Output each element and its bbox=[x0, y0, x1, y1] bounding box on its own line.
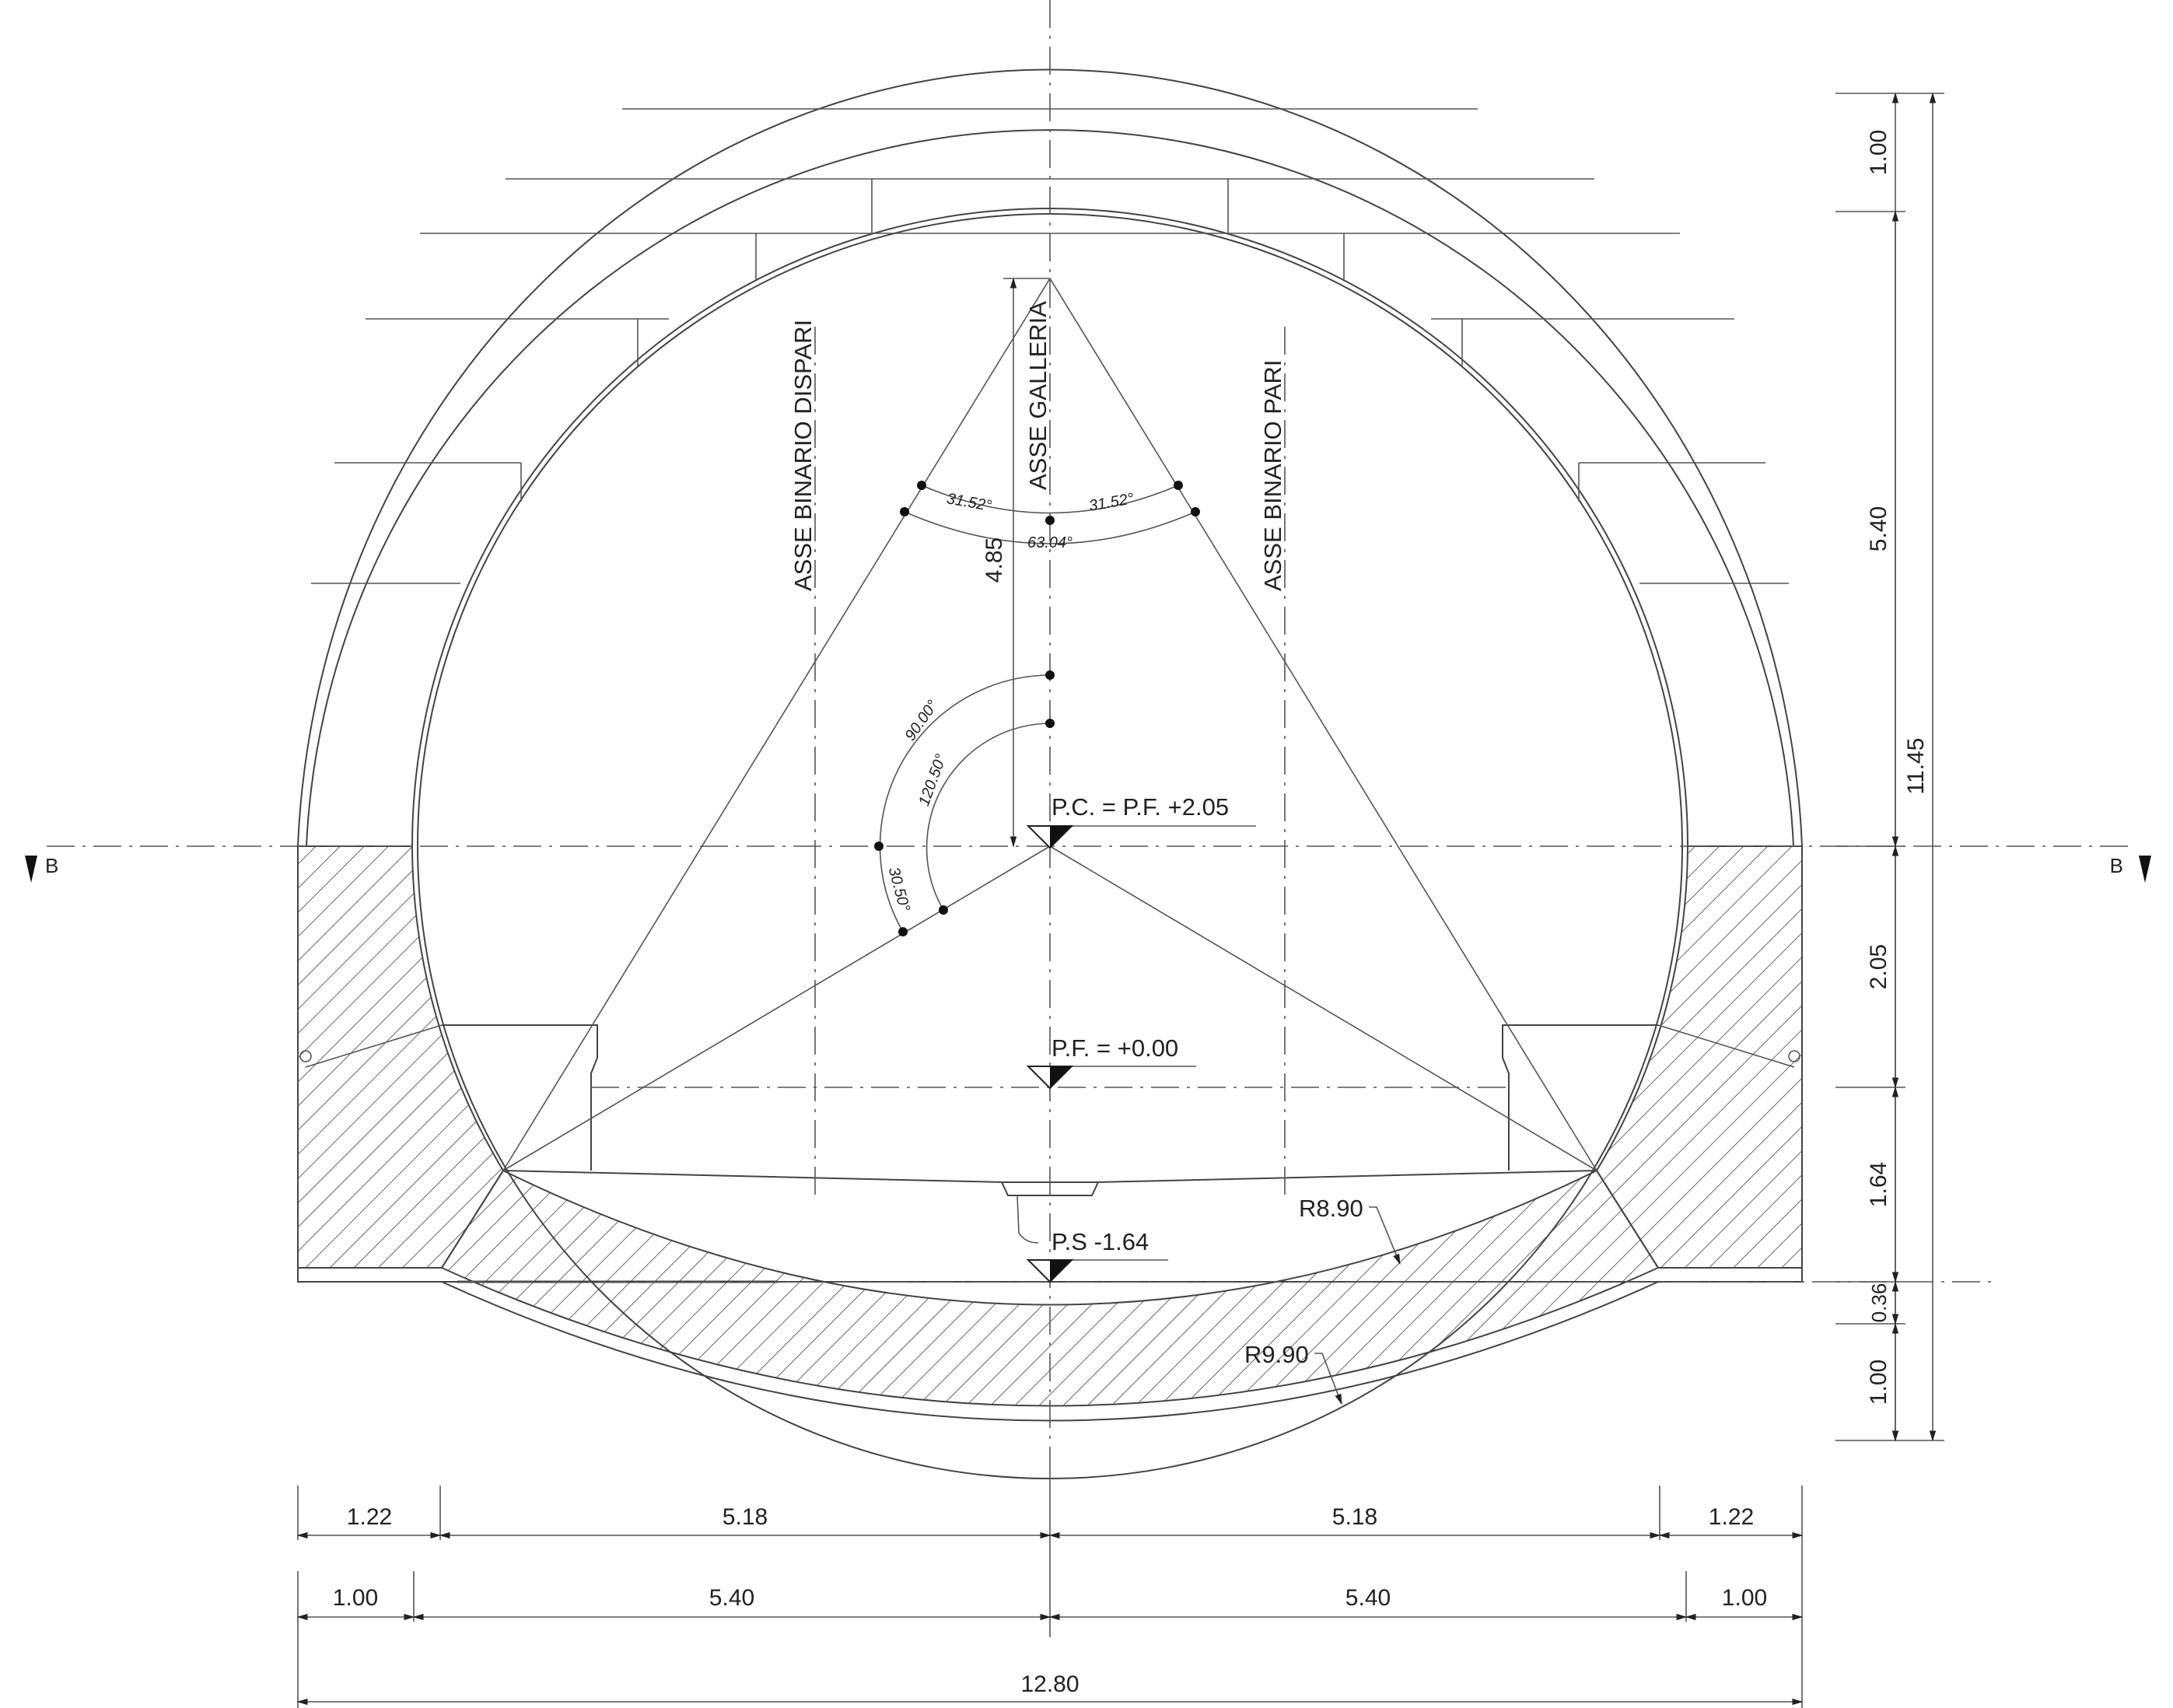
dim-bottom1-a: 1.22 bbox=[347, 1504, 392, 1530]
angle-top-total: 63.04° bbox=[1027, 534, 1073, 551]
section-mark-left: B bbox=[45, 854, 58, 877]
center-axes bbox=[47, 0, 2131, 1462]
node-point bbox=[917, 481, 926, 490]
section-marks: B B bbox=[25, 854, 2151, 883]
dim-bottom1-c: 5.18 bbox=[1332, 1504, 1377, 1530]
dim-right-total: 11.45 bbox=[1903, 738, 1929, 795]
label-left-track-axis: ASSE BINARIO DISPARI bbox=[789, 320, 817, 591]
level-ps: P.S -1.64 bbox=[1052, 1228, 1149, 1255]
dim-4-85: 4.85 bbox=[982, 537, 1007, 583]
node-point bbox=[939, 905, 948, 915]
label-right-track-axis: ASSE BINARIO PARI bbox=[1259, 360, 1286, 591]
dim-bottom1-d: 1.22 bbox=[1709, 1504, 1754, 1530]
level-markers: P.C. = P.F. +2.05 P.F. = +0.00 P.S -1.64 bbox=[1026, 793, 1256, 1283]
hatched-lining bbox=[297, 845, 1803, 1407]
node-point bbox=[1045, 670, 1055, 680]
dim-right-2: 5.40 bbox=[1866, 506, 1891, 551]
angle-120: 120.50° bbox=[915, 752, 950, 809]
construction-lines bbox=[502, 278, 1597, 1171]
radius-callouts: R8.90 R9.90 bbox=[1244, 1195, 1401, 1405]
dimension-4-85: 4.85 bbox=[982, 277, 1050, 848]
dim-right-3: 2.05 bbox=[1866, 944, 1891, 989]
angle-top-left: 31.52° bbox=[946, 490, 993, 515]
node-point bbox=[1174, 481, 1183, 490]
label-tunnel-axis: ASSE GALLERIA bbox=[1024, 301, 1052, 490]
node-point bbox=[1045, 719, 1055, 728]
node-point bbox=[1191, 507, 1200, 516]
dim-bottom2-a: 1.00 bbox=[333, 1585, 378, 1611]
dim-bottom-total: 12.80 bbox=[1020, 1671, 1079, 1697]
node-point bbox=[874, 842, 884, 851]
axis-labels: ASSE BINARIO DISPARI ASSE GALLERIA ASSE … bbox=[789, 301, 1286, 591]
dim-right-1: 1.00 bbox=[1866, 130, 1891, 175]
level-pc: P.C. = P.F. +2.05 bbox=[1052, 793, 1229, 821]
radius-outer: R9.90 bbox=[1244, 1341, 1309, 1368]
node-point bbox=[898, 927, 908, 936]
bottom-dimension-rows: 1.22 5.18 5.18 1.22 1.00 5.40 5.40 1.00 … bbox=[296, 1462, 1804, 1708]
radius-inner: R8.90 bbox=[1299, 1195, 1363, 1222]
dim-bottom1-b: 5.18 bbox=[723, 1504, 768, 1530]
dim-bottom2-c: 5.40 bbox=[1345, 1585, 1391, 1611]
dim-right-6: 1.00 bbox=[1866, 1360, 1891, 1405]
angle-30: 30.50° bbox=[885, 866, 913, 914]
node-point bbox=[900, 507, 909, 516]
angle-top-right: 31.52° bbox=[1087, 490, 1135, 515]
dim-bottom2-d: 1.00 bbox=[1722, 1585, 1767, 1611]
level-pf: P.F. = +0.00 bbox=[1052, 1034, 1178, 1062]
angle-labels: 31.52° 31.52° 63.04° 90.00° 120.50° 30.5… bbox=[885, 490, 1135, 913]
angle-90: 90.00° bbox=[901, 697, 941, 744]
dim-right-5: 0.36 bbox=[1867, 1283, 1891, 1323]
node-point bbox=[1045, 516, 1055, 525]
right-dimension-chain: 1.00 5.40 11.45 2.05 1.64 0.36 1.00 bbox=[1835, 92, 1944, 1442]
dim-bottom2-b: 5.40 bbox=[709, 1585, 754, 1611]
dim-right-4: 1.64 bbox=[1866, 1162, 1891, 1207]
section-mark-right: B bbox=[2110, 854, 2123, 877]
